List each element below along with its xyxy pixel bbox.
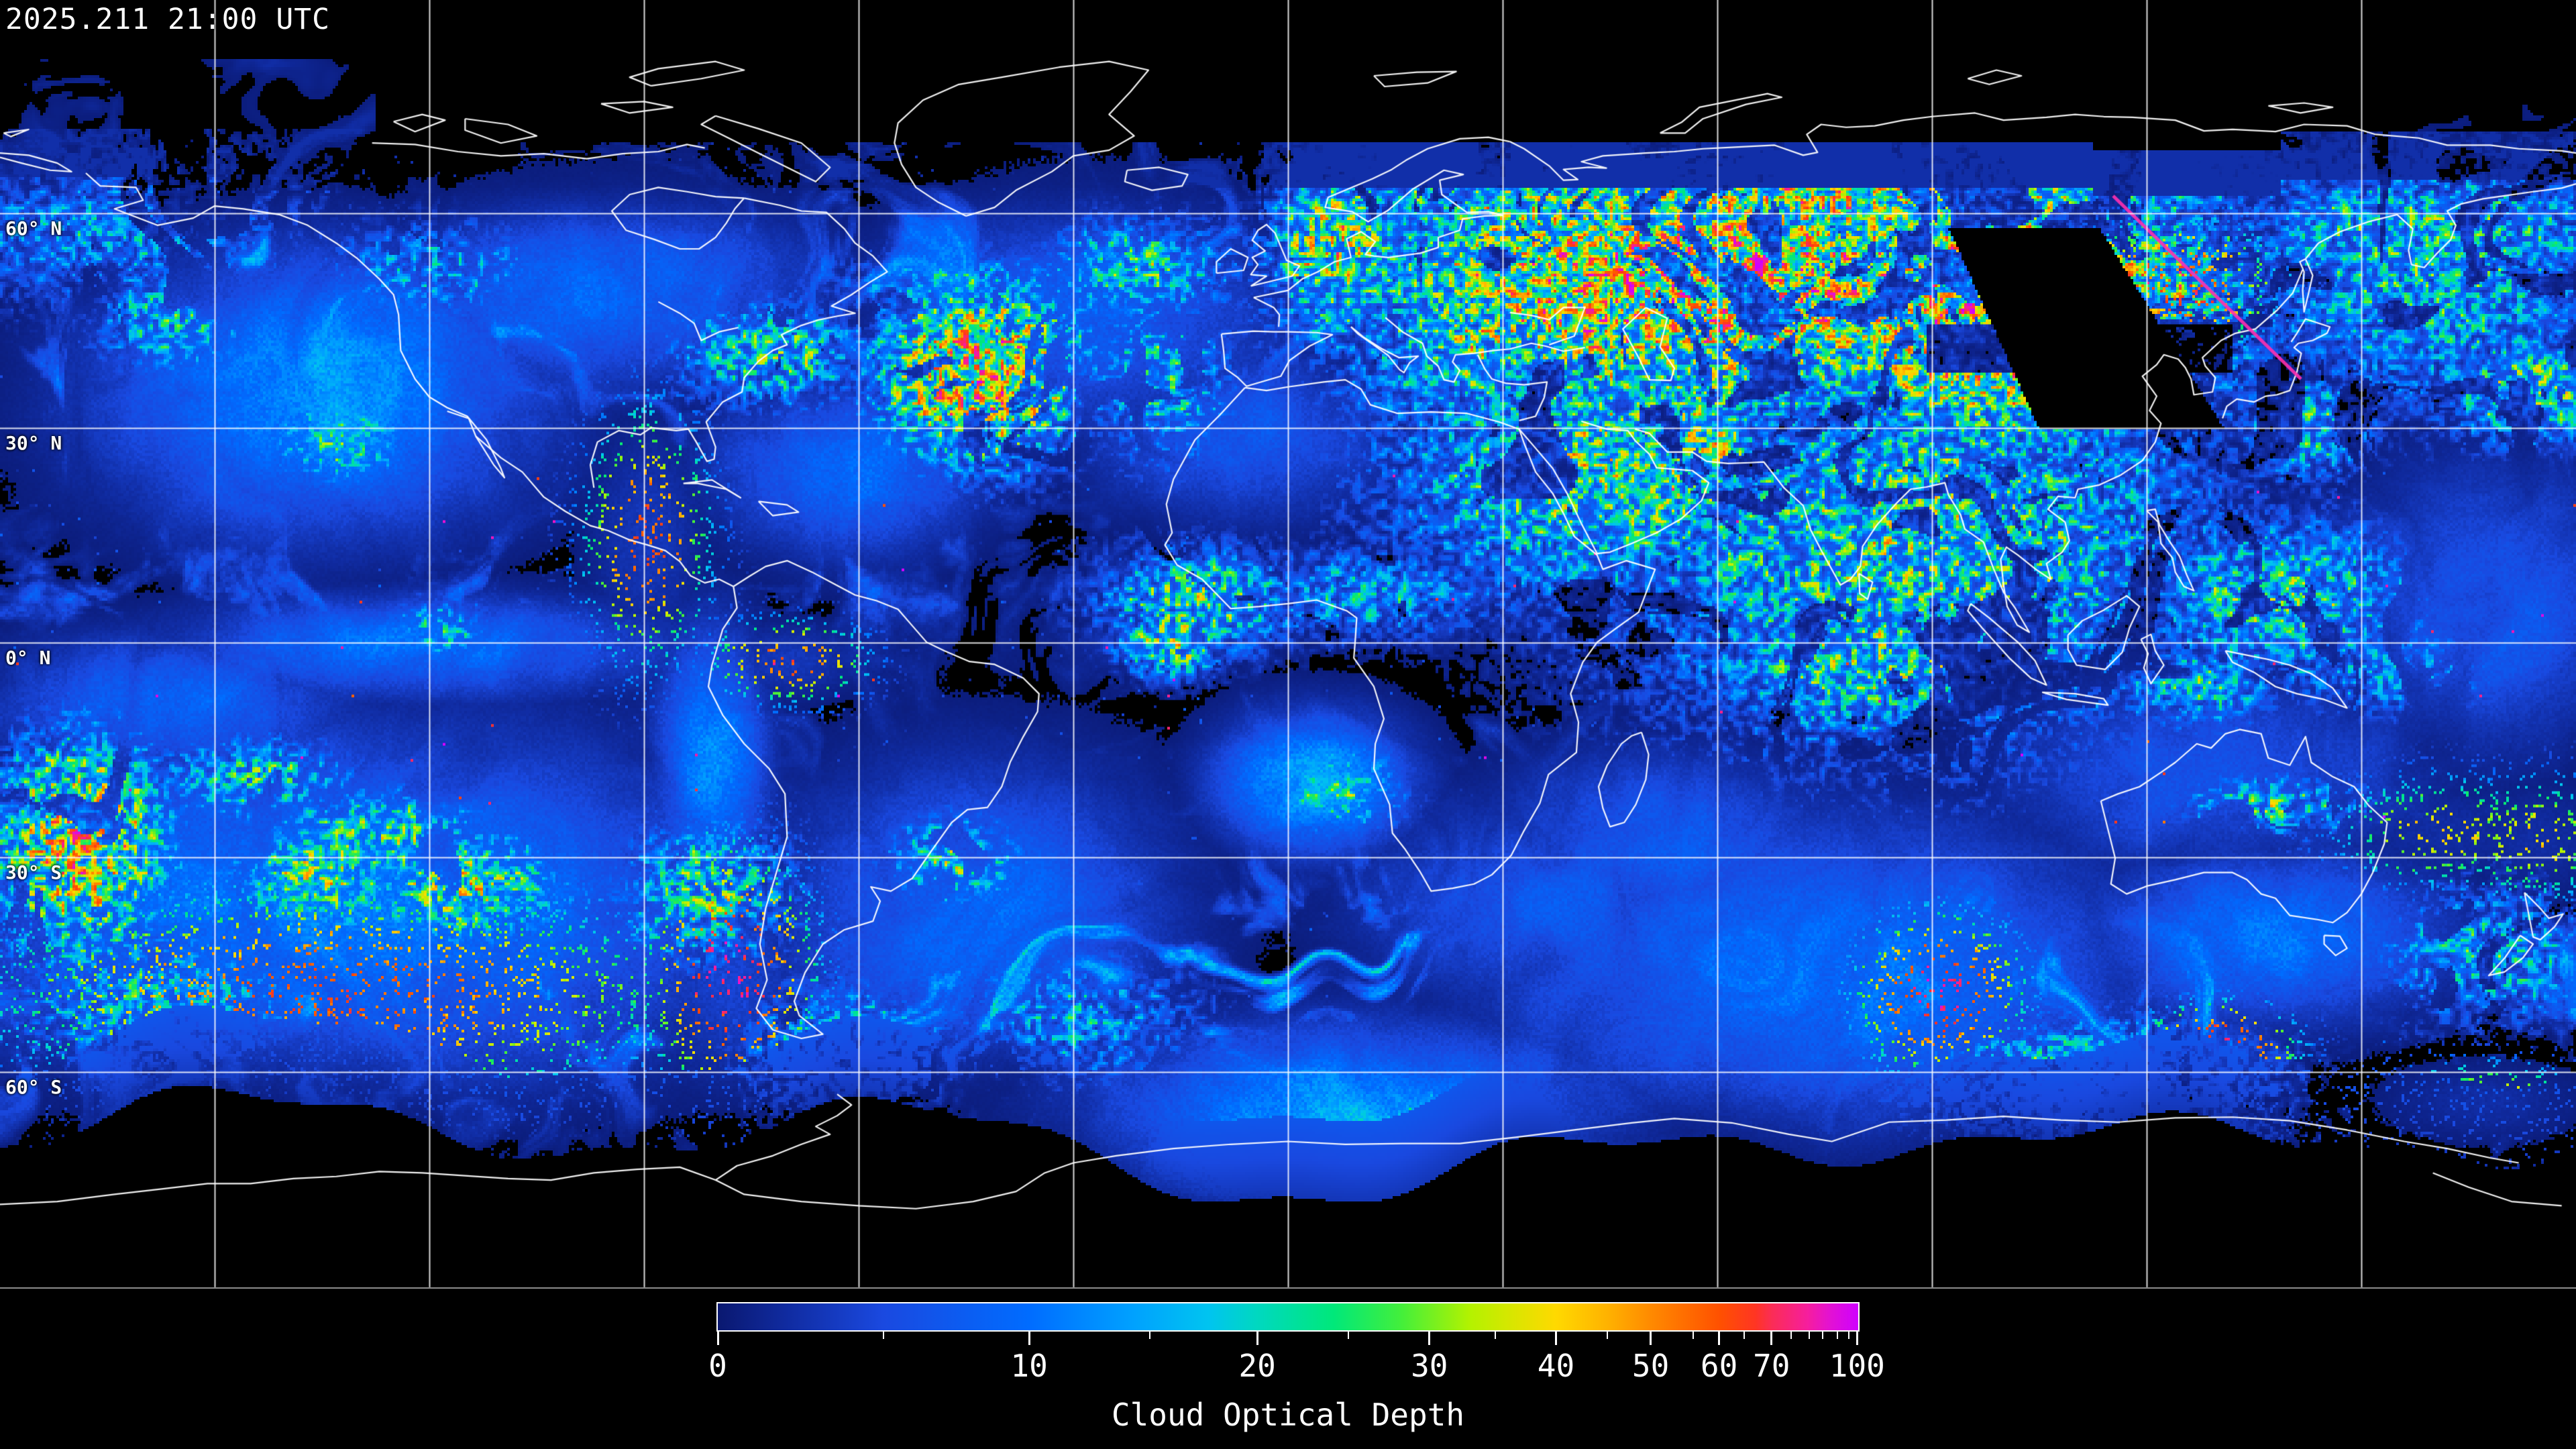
colorbar-minor-tick (1495, 1330, 1497, 1339)
colorbar-major-tick (1028, 1330, 1030, 1345)
colorbar-title: Cloud Optical Depth (1111, 1397, 1465, 1433)
colorbar-tick-label: 0 (708, 1348, 727, 1384)
colorbar-minor-tick (1743, 1330, 1745, 1339)
colorbar-minor-tick (1837, 1330, 1839, 1339)
colorbar-major-tick (716, 1330, 719, 1345)
colorbar-tick-label: 20 (1238, 1348, 1276, 1384)
colorbar-tick-label: 50 (1631, 1348, 1670, 1384)
colorbar-major-tick (1770, 1330, 1773, 1345)
latitude-label: 60° S (5, 1076, 62, 1098)
colorbar-minor-tick (1348, 1330, 1350, 1339)
colorbar-minor-tick (1607, 1330, 1608, 1339)
latitude-label: 30° N (5, 432, 62, 454)
colorbar-tick-label: 10 (1010, 1348, 1048, 1384)
colorbar-minor-tick (1692, 1330, 1694, 1339)
latitude-label: 60° N (5, 217, 62, 239)
map-bottom-frame (0, 1287, 2576, 1289)
colorbar-tick-label: 70 (1753, 1348, 1790, 1384)
colorbar-major-tick (1555, 1330, 1557, 1345)
colorbar-major-tick (1256, 1330, 1258, 1345)
colorbar-major-tick (1718, 1330, 1721, 1345)
colorbar-gradient (716, 1302, 1860, 1332)
colorbar-minor-tick (1848, 1330, 1850, 1339)
colorbar-minor-tick (1790, 1330, 1792, 1339)
colorbar-major-tick (1650, 1330, 1652, 1345)
colorbar-minor-tick (1822, 1330, 1824, 1339)
colorbar-tick-label: 40 (1537, 1348, 1575, 1384)
colorbar-tick-label: 30 (1411, 1348, 1448, 1384)
colorbar-minor-tick (882, 1330, 884, 1339)
latitude-label: 0° N (5, 647, 51, 669)
timestamp-label: 2025.211 21:00 UTC (5, 3, 330, 36)
colorbar-minor-tick (1808, 1330, 1810, 1339)
colorbar-major-tick (1428, 1330, 1431, 1345)
colorbar-major-tick (1856, 1330, 1858, 1345)
colorbar-tick-label: 60 (1700, 1348, 1738, 1384)
colorbar-minor-tick (1149, 1330, 1151, 1339)
colorbar-tick-label: 100 (1829, 1348, 1885, 1384)
latitude-label: 30° S (5, 861, 62, 883)
